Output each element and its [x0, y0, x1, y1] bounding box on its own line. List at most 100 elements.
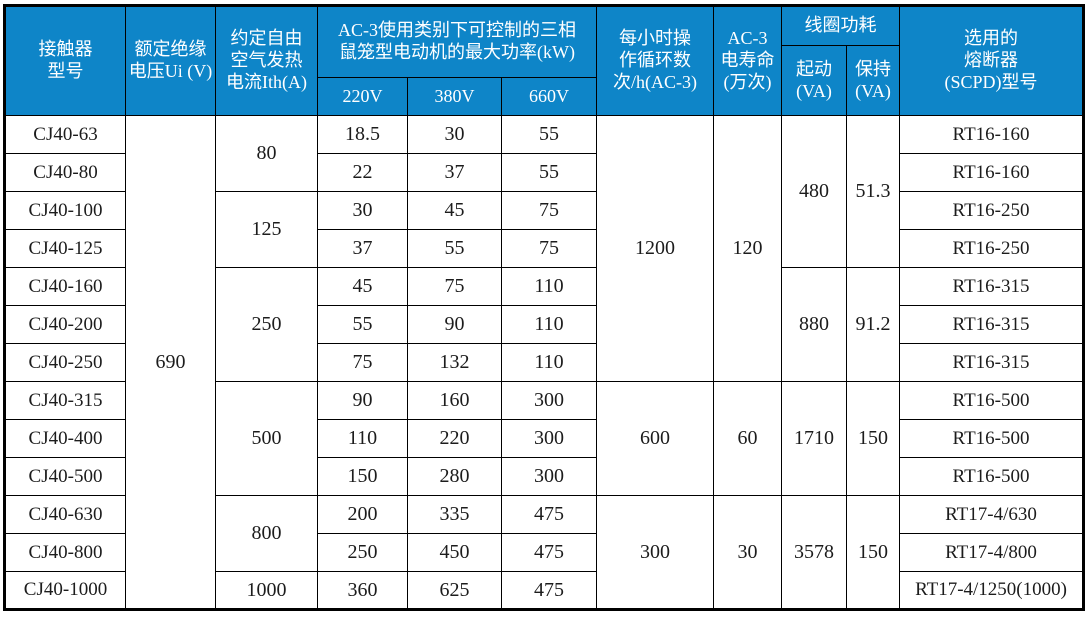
pickup-cell: 480: [781, 115, 848, 268]
ith-cell: 80: [215, 115, 318, 192]
life-cell: 60: [713, 381, 783, 496]
fuse-cell: RT16-315: [899, 267, 1085, 306]
header-row-1: 接触器 型号 额定绝缘 电压Ui (V) 约定自由 空气发热 电流Ith(A) …: [4, 5, 1085, 116]
power-220-cell: 150: [317, 457, 408, 496]
model-cell: CJ40-63: [4, 115, 126, 154]
power-220-cell: 55: [317, 305, 408, 344]
fuse-cell: RT17-4/1250(1000): [899, 571, 1085, 610]
ith-cell: 800: [215, 495, 318, 572]
power-220-cell: 18.5: [317, 115, 408, 154]
header-rated-insulation-voltage: 额定绝缘 电压Ui (V): [125, 5, 216, 116]
table-row: CJ40-125 37 55 75 RT16-250: [4, 229, 1085, 268]
table-row: CJ40-250 75 132 110 RT16-315: [4, 343, 1085, 382]
power-380-cell: 280: [407, 457, 502, 496]
cycles-cell: 300: [596, 495, 715, 610]
table-row: CJ40-1000 1000 360 625 475 RT17-4/1250(1…: [4, 571, 1085, 610]
ith-cell: 500: [215, 381, 318, 496]
power-660-cell: 300: [500, 419, 598, 458]
life-cell: 120: [713, 115, 783, 382]
model-cell: CJ40-400: [4, 419, 126, 458]
power-660-cell: 110: [500, 305, 598, 344]
model-cell: CJ40-200: [4, 305, 126, 344]
power-660-cell: 475: [500, 495, 598, 534]
header-380v: 380V: [407, 77, 502, 116]
power-380-cell: 132: [407, 343, 502, 382]
pickup-cell: 880: [781, 267, 848, 382]
table-row: CJ40-800 250 450 475 RT17-4/800: [4, 533, 1085, 572]
model-cell: CJ40-80: [4, 153, 126, 192]
pickup-cell: 3578: [781, 495, 848, 610]
fuse-cell: RT16-250: [899, 191, 1085, 230]
table-body: CJ40-63 690 80 18.5 30 55 1200 120 480 5…: [4, 115, 1085, 610]
power-660-cell: 75: [500, 191, 598, 230]
power-220-cell: 37: [317, 229, 408, 268]
fuse-cell: RT16-160: [899, 153, 1085, 192]
fuse-cell: RT16-500: [899, 457, 1085, 496]
model-cell: CJ40-800: [4, 533, 126, 572]
life-cell: 30: [713, 495, 783, 610]
power-220-cell: 90: [317, 381, 408, 420]
holding-cell: 150: [846, 495, 901, 610]
power-220-cell: 360: [317, 571, 408, 610]
power-220-cell: 30: [317, 191, 408, 230]
power-380-cell: 75: [407, 267, 502, 306]
power-380-cell: 335: [407, 495, 502, 534]
power-220-cell: 22: [317, 153, 408, 192]
table-row: CJ40-200 55 90 110 RT16-315: [4, 305, 1085, 344]
fuse-cell: RT16-500: [899, 419, 1085, 458]
header-ac3-electrical-life: AC-3 电寿命 (万次): [713, 5, 783, 116]
contactor-spec-table: 接触器 型号 额定绝缘 电压Ui (V) 约定自由 空气发热 电流Ith(A) …: [3, 4, 1085, 611]
table-row: CJ40-500 150 280 300 RT16-500: [4, 457, 1085, 496]
header-operating-cycles: 每小时操 作循环数 次/h(AC-3): [596, 5, 715, 116]
table-header: 接触器 型号 额定绝缘 电压Ui (V) 约定自由 空气发热 电流Ith(A) …: [4, 5, 1085, 116]
header-pickup-va: 起动 (VA): [781, 45, 848, 116]
table-row: CJ40-160 250 45 75 110 880 91.2 RT16-315: [4, 267, 1085, 382]
header-coil-power: 线圈功耗: [781, 5, 901, 46]
table-row: CJ40-100 125 30 45 75 RT16-250: [4, 191, 1085, 268]
ith-cell: 125: [215, 191, 318, 268]
table-row: CJ40-400 110 220 300 RT16-500: [4, 419, 1085, 458]
fuse-cell: RT16-160: [899, 115, 1085, 154]
model-cell: CJ40-1000: [4, 571, 126, 610]
model-cell: CJ40-100: [4, 191, 126, 230]
pickup-cell: 1710: [781, 381, 848, 496]
ui-voltage-cell: 690: [125, 115, 216, 610]
header-row-2: 起动 (VA) 保持 (VA): [5, 45, 1084, 116]
power-380-cell: 90: [407, 305, 502, 344]
model-cell: CJ40-500: [4, 457, 126, 496]
model-cell: CJ40-630: [4, 495, 126, 534]
header-thermal-current: 约定自由 空气发热 电流Ith(A): [215, 5, 318, 116]
fuse-cell: RT16-315: [899, 305, 1085, 344]
holding-cell: 91.2: [846, 267, 901, 382]
ith-cell: 250: [215, 267, 318, 382]
power-380-cell: 45: [407, 191, 502, 230]
power-220-cell: 200: [317, 495, 408, 534]
power-220-cell: 110: [317, 419, 408, 458]
power-660-cell: 110: [500, 267, 598, 306]
power-380-cell: 450: [407, 533, 502, 572]
power-660-cell: 300: [500, 457, 598, 496]
cycles-cell: 1200: [596, 115, 715, 382]
power-660-cell: 475: [500, 571, 598, 610]
header-holding-va: 保持 (VA): [846, 45, 901, 116]
power-660-cell: 300: [500, 381, 598, 420]
table-row: CJ40-630 800 200 335 475 300 30 3578 150…: [4, 495, 1085, 610]
power-660-cell: 75: [500, 229, 598, 268]
power-380-cell: 55: [407, 229, 502, 268]
model-cell: CJ40-160: [4, 267, 126, 306]
model-cell: CJ40-125: [4, 229, 126, 268]
header-contactor-model: 接触器 型号: [4, 5, 126, 116]
power-380-cell: 625: [407, 571, 502, 610]
model-cell: CJ40-250: [4, 343, 126, 382]
fuse-cell: RT16-500: [899, 381, 1085, 420]
power-380-cell: 30: [407, 115, 502, 154]
table-row: CJ40-80 22 37 55 RT16-160: [4, 153, 1085, 192]
fuse-cell: RT16-250: [899, 229, 1085, 268]
power-220-cell: 250: [317, 533, 408, 572]
ith-cell: 1000: [215, 571, 318, 610]
power-380-cell: 160: [407, 381, 502, 420]
power-380-cell: 220: [407, 419, 502, 458]
model-cell: CJ40-315: [4, 381, 126, 420]
power-380-cell: 37: [407, 153, 502, 192]
header-220v: 220V: [317, 77, 408, 116]
